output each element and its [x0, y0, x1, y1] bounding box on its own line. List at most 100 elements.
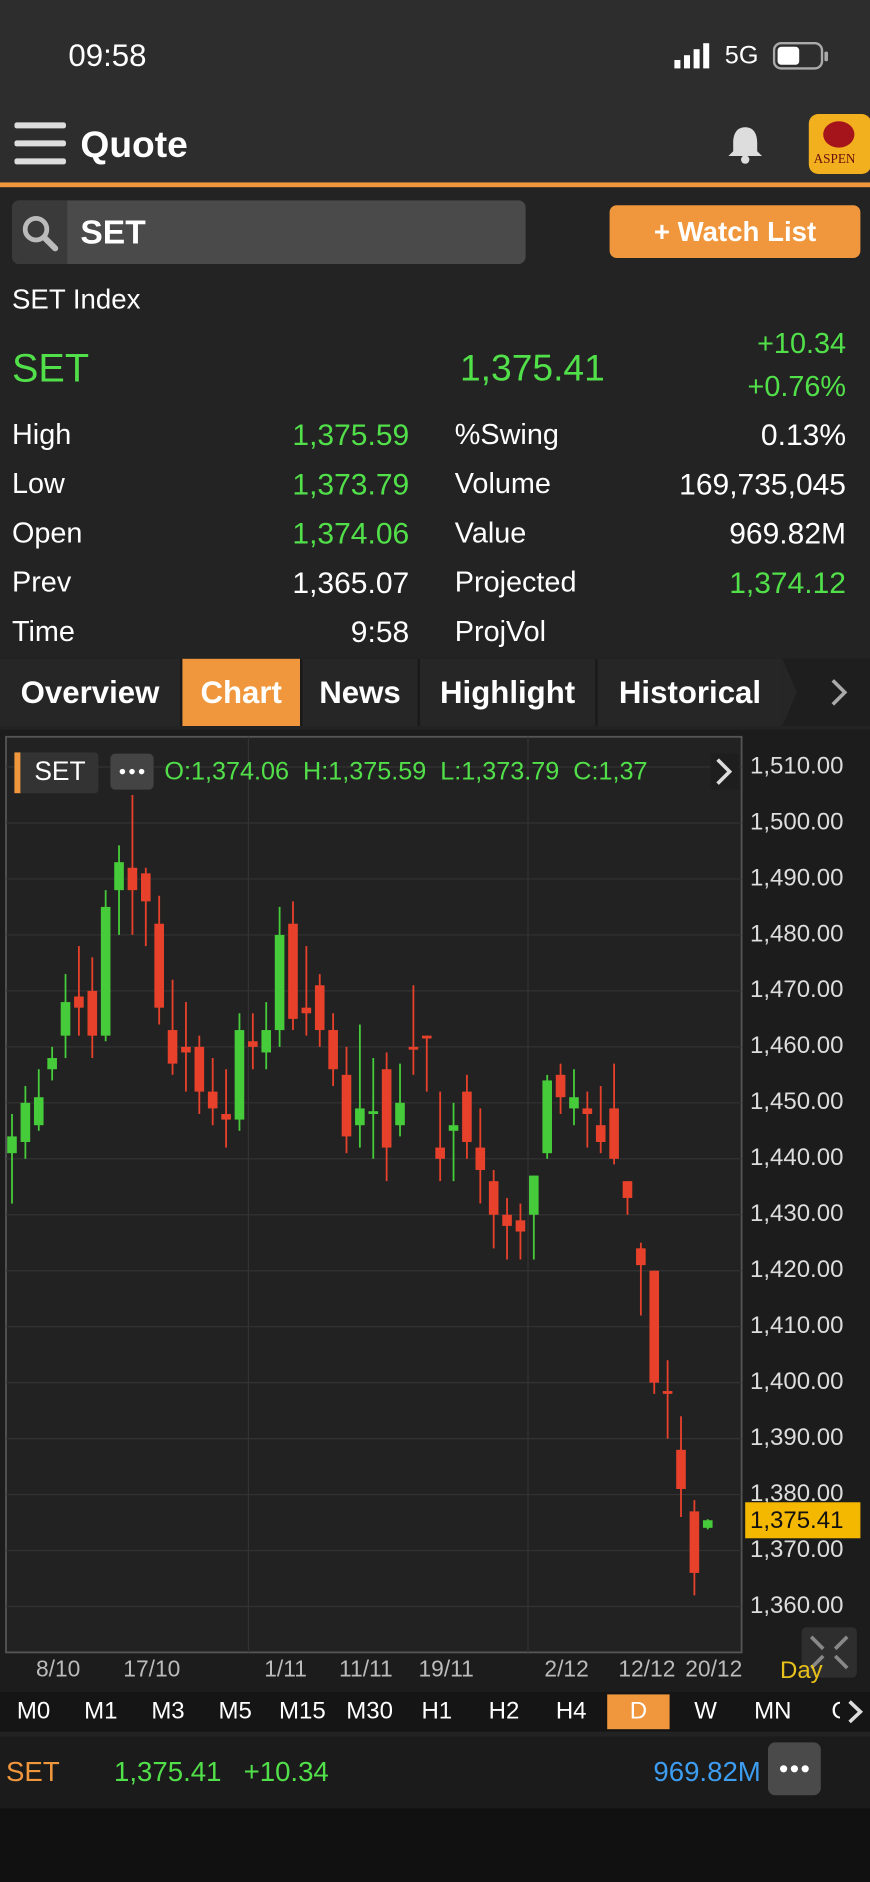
candle-body [234, 1030, 245, 1120]
candle-body [622, 1181, 633, 1198]
timeframe[interactable]: H4 [555, 1698, 587, 1725]
candle-body [20, 1102, 31, 1142]
candle-body [395, 1102, 405, 1126]
timeframe[interactable]: M1 [84, 1698, 118, 1725]
candle-body [261, 1030, 272, 1053]
candle-body [555, 1074, 566, 1098]
candle-body [636, 1248, 646, 1266]
candle-body [274, 934, 285, 1031]
candle-body [74, 996, 84, 1008]
tab-bar: Overview Chart News Highlight Historical [0, 658, 870, 726]
watch-list-button[interactable]: + Watch List [609, 205, 861, 258]
field-value: 9:58 [350, 615, 410, 650]
search-box[interactable]: SET [12, 200, 526, 264]
y-tick-label: 1,500.00 [750, 808, 843, 835]
timeframe[interactable]: H2 [488, 1698, 520, 1725]
last-price-box [745, 1502, 861, 1539]
timeframe[interactable]: M5 [218, 1698, 252, 1725]
field-label: ProjVol [454, 615, 547, 648]
timeframe[interactable]: H1 [421, 1698, 453, 1725]
symbol: SET [12, 345, 90, 391]
field-value: 169,735,045 [679, 468, 847, 502]
page-title: Quote [80, 123, 188, 166]
battery-icon [772, 42, 829, 70]
timeframe-scroll[interactable] [840, 1694, 870, 1730]
timeframe[interactable]: W [694, 1698, 717, 1725]
symbol-badge[interactable] [14, 752, 99, 794]
y-tick-label: 1,460.00 [750, 1032, 843, 1059]
watch-list-label: + Watch List [653, 216, 817, 248]
field-value: 1,375.59 [292, 418, 410, 453]
candle-body [301, 1007, 312, 1014]
candle-body [341, 1074, 352, 1137]
x-tick-label: 8/10 [36, 1655, 80, 1681]
badge-accent [14, 752, 21, 794]
footer-value: 969.82M [653, 1755, 761, 1787]
timeframe[interactable]: M3 [151, 1698, 185, 1725]
candle-body [676, 1449, 686, 1489]
tab[interactable]: Chart [182, 658, 300, 726]
timeframe[interactable]: MN [754, 1698, 792, 1725]
candle-body [569, 1097, 579, 1109]
candle-body [609, 1108, 619, 1159]
candle-body [328, 1030, 338, 1070]
field-label: High [12, 418, 72, 452]
search-icon [22, 216, 59, 252]
candle-body [288, 923, 298, 1019]
footer-bar: SET 1,375.41 +10.34 969.82M [0, 1736, 870, 1809]
candle-body [7, 1136, 17, 1154]
candle-body [488, 1181, 499, 1215]
candle-body [87, 990, 98, 1036]
candle-body [154, 923, 164, 1008]
tab-scroll[interactable] [782, 658, 870, 726]
logo[interactable]: ASPEN [808, 114, 870, 174]
y-tick-label: 1,420.00 [750, 1256, 843, 1283]
y-tick-label: 1,450.00 [750, 1088, 843, 1115]
field-value: 1,374.06 [292, 517, 410, 551]
tab[interactable]: Overview [0, 658, 180, 726]
footer-menu-button[interactable] [768, 1742, 821, 1796]
candle-body [448, 1125, 459, 1131]
last-price: 1,375.41 [459, 346, 605, 389]
candle-body [114, 862, 124, 891]
candle-body [60, 1002, 71, 1036]
candle-body [47, 1058, 57, 1070]
field-value: 1,373.79 [292, 468, 410, 502]
menu-button[interactable] [14, 120, 67, 168]
x-tick-label: 1/11 [264, 1655, 307, 1681]
candle-body [529, 1175, 539, 1215]
header-divider [0, 182, 870, 188]
ohlc-scroll[interactable] [710, 753, 740, 790]
timeframe[interactable]: M30 [346, 1698, 393, 1725]
footer-change: +10.34 [243, 1755, 329, 1787]
bell-button[interactable] [726, 124, 764, 165]
timeframe-bar [0, 1692, 870, 1732]
field-label: %Swing [454, 418, 559, 452]
tab[interactable]: Highlight [420, 658, 596, 726]
field-value: 0.13% [760, 418, 847, 453]
tab[interactable]: News [302, 658, 418, 726]
y-tick-label: 1,480.00 [750, 920, 843, 947]
field-value: 969.82M [729, 517, 847, 551]
timeframe[interactable]: D [607, 1694, 670, 1730]
field-label: Prev [12, 566, 72, 599]
field-label: Projected [454, 566, 577, 599]
candle-body [475, 1147, 486, 1170]
y-tick-label: 1,510.00 [750, 752, 843, 779]
y-tick-label: 1,360.00 [750, 1592, 843, 1619]
timeframe[interactable]: M0 [16, 1698, 51, 1725]
y-tick-label: 1,490.00 [750, 864, 843, 891]
y-tick-label: 1,390.00 [750, 1424, 843, 1451]
footer-symbol: SET [6, 1755, 60, 1787]
candle-body [127, 867, 138, 891]
y-tick-label: 1,430.00 [750, 1200, 843, 1227]
change-pct: +0.76% [747, 370, 847, 404]
candle-body [582, 1108, 593, 1115]
ohlc-readout: O:1,374.06 H:1,375.59 L:1,373.79 C:1,37 [164, 757, 647, 785]
candle-body [649, 1270, 660, 1383]
candle-body [702, 1520, 713, 1528]
timeframe[interactable]: M15 [279, 1698, 326, 1725]
tab[interactable]: Historical [597, 658, 783, 726]
candle-body [221, 1114, 231, 1120]
